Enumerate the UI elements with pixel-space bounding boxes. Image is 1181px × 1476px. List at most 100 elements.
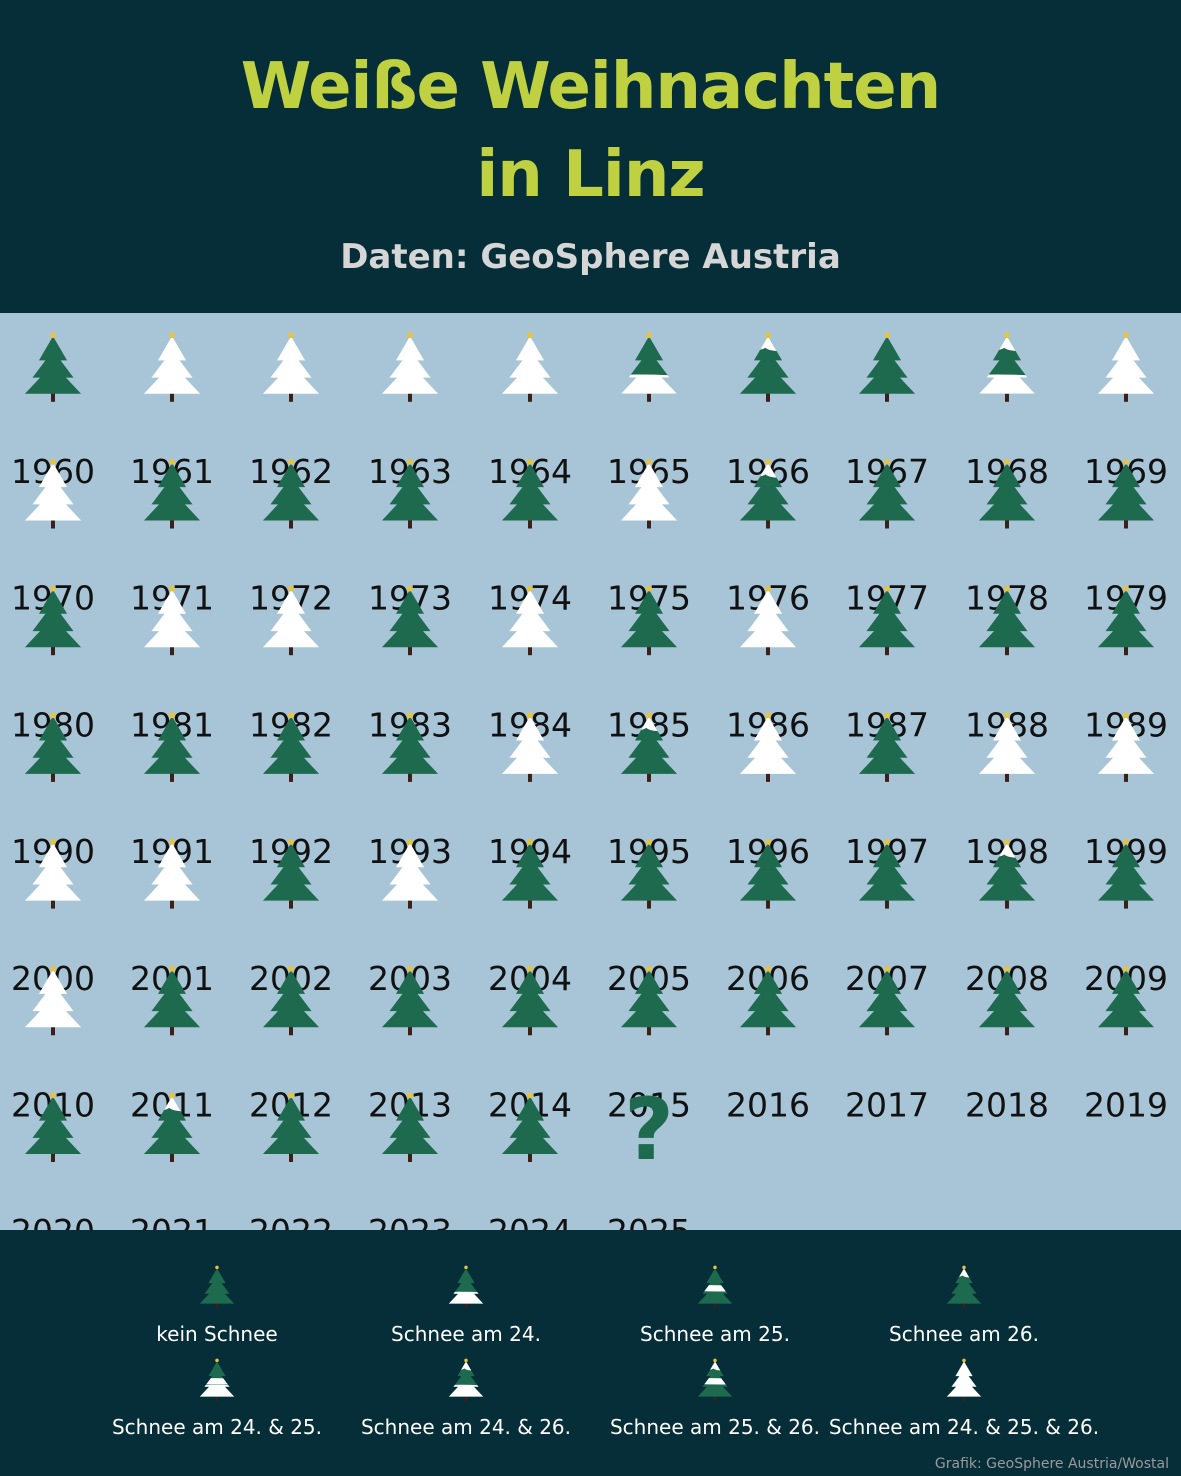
- star-icon: [407, 712, 413, 719]
- tree-trunk: [51, 1153, 55, 1162]
- tree-trunk: [1005, 392, 1009, 402]
- tree-trunk: [766, 519, 770, 529]
- tree-body: [381, 1096, 439, 1154]
- star-icon: [288, 712, 294, 719]
- tree-2005: [620, 839, 678, 909]
- tree-trunk: [51, 899, 55, 909]
- tree-2019: [1097, 965, 1155, 1036]
- tree-trunk: [1124, 646, 1128, 656]
- star-icon: [1004, 459, 1010, 465]
- star-icon: [646, 965, 652, 972]
- tree-body: [858, 336, 916, 394]
- tree-trunk: [1124, 772, 1128, 782]
- tree-body: [620, 969, 678, 1028]
- tree-body: [501, 969, 559, 1028]
- tree-snow: [143, 336, 201, 394]
- tree-trunk: [1005, 899, 1009, 909]
- star-icon: [1123, 332, 1129, 339]
- tree-1980: [24, 585, 82, 656]
- star-icon: [407, 1092, 413, 1099]
- tree-body: [858, 843, 916, 901]
- tree-body: [1097, 589, 1155, 648]
- tree-snow: [381, 843, 439, 901]
- tree-snow: [381, 336, 439, 394]
- star-icon: [765, 585, 771, 592]
- tree-snow: [978, 716, 1036, 774]
- tree-body: [858, 462, 916, 521]
- tree-trunk: [528, 646, 532, 656]
- tree-1970: [24, 459, 82, 529]
- tree-1996: [739, 712, 797, 782]
- tree-trunk: [1124, 519, 1128, 529]
- tree-1961: [143, 332, 201, 402]
- tree-1966: [739, 332, 797, 402]
- tree-snow: [262, 589, 320, 648]
- tree-2002: [262, 839, 320, 909]
- tree-body: [143, 462, 201, 521]
- tree-trunk: [885, 899, 889, 909]
- star-icon: [884, 839, 890, 845]
- star-icon: [884, 332, 890, 339]
- legend-tree-24+25: [199, 1358, 235, 1402]
- tree-body: [1097, 462, 1155, 521]
- legend-tree-26: [946, 1265, 982, 1309]
- tree-body: [143, 969, 201, 1028]
- star-icon: [713, 1358, 717, 1363]
- star-icon: [169, 965, 175, 972]
- star-icon: [50, 965, 56, 972]
- tree-1986: [739, 585, 797, 656]
- tree-trunk: [647, 392, 651, 402]
- tree-1960: [24, 332, 82, 402]
- star-icon: [50, 839, 56, 845]
- tree-body: [143, 716, 201, 774]
- star-icon: [1123, 459, 1129, 465]
- tree-trunk: [962, 1395, 966, 1402]
- star-icon: [1004, 585, 1010, 592]
- star-icon: [713, 1265, 717, 1270]
- tree-1991: [143, 712, 201, 782]
- tree-1988: [978, 585, 1036, 656]
- tree-trunk: [766, 392, 770, 402]
- tree-trunk: [408, 646, 412, 656]
- tree-trunk: [51, 519, 55, 529]
- star-icon: [884, 459, 890, 465]
- star-icon: [169, 712, 175, 719]
- tree-1963: [381, 332, 439, 402]
- year-label: 2017: [845, 1086, 929, 1125]
- tree-trunk: [766, 899, 770, 909]
- tree-1985: [620, 585, 678, 656]
- tree-trunk: [51, 392, 55, 402]
- tree-2013: [381, 965, 439, 1036]
- tree-1989: [1097, 585, 1155, 656]
- tree-trunk: [289, 519, 293, 529]
- star-icon: [1123, 839, 1129, 845]
- tree-trunk: [408, 1153, 412, 1162]
- star-icon: [1004, 965, 1010, 972]
- tree-1997: [858, 712, 916, 782]
- star-icon: [288, 332, 294, 339]
- tree-body: [381, 969, 439, 1028]
- tree-1993: [381, 712, 439, 782]
- tree-1994: [501, 712, 559, 782]
- tree-trunk: [51, 646, 55, 656]
- star-icon: [407, 839, 413, 845]
- tree-trunk: [170, 392, 174, 402]
- tree-trunk: [170, 772, 174, 782]
- legend-tree-25: [697, 1265, 733, 1309]
- tree-trunk: [885, 392, 889, 402]
- star-icon: [50, 585, 56, 592]
- tree-trunk: [885, 1026, 889, 1036]
- star-icon: [288, 585, 294, 592]
- tree-body: [978, 462, 1036, 521]
- tree-body: [199, 1268, 235, 1304]
- tree-2016: [739, 965, 797, 1036]
- tree-trunk: [289, 899, 293, 909]
- tree-snow: [946, 1361, 982, 1397]
- star-icon: [407, 585, 413, 592]
- star-icon: [50, 332, 56, 339]
- tree-body: [381, 589, 439, 648]
- tree-snow: [501, 589, 559, 648]
- star-icon: [407, 965, 413, 972]
- legend-label: Schnee am 24. & 25. & 26.: [829, 1415, 1099, 1439]
